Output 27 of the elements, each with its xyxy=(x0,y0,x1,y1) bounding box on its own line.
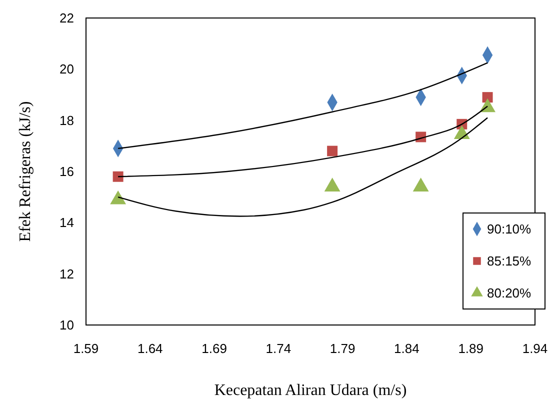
y-tick-label: 18 xyxy=(60,112,74,128)
x-tick-label: 1.64 xyxy=(137,341,163,356)
legend-label: 85:15% xyxy=(487,254,532,269)
x-tick-label: 1.94 xyxy=(522,341,548,356)
x-tick-label: 1.69 xyxy=(202,341,227,356)
y-tick-label: 12 xyxy=(60,266,74,282)
point xyxy=(454,125,470,140)
point xyxy=(482,92,493,103)
x-axis-title: Kecepatan Aliran Udara (m/s) xyxy=(214,382,407,399)
y-tick-label: 22 xyxy=(60,10,74,26)
legend-label: 90:10% xyxy=(487,222,532,237)
point xyxy=(324,178,340,192)
x-tick-label: 1.59 xyxy=(73,341,99,356)
x-tick-label: 1.79 xyxy=(330,341,356,356)
point xyxy=(110,190,126,204)
y-tick-label: 20 xyxy=(60,62,74,77)
y-tick-label: 16 xyxy=(60,164,74,180)
legend-label: 80:20% xyxy=(487,286,532,301)
y-tick-label: 14 xyxy=(60,215,74,230)
point xyxy=(327,146,338,156)
x-tick-label: 1.84 xyxy=(394,341,420,356)
x-tick-label: 1.74 xyxy=(266,341,292,356)
point xyxy=(112,171,124,182)
point xyxy=(412,178,429,192)
y-tick-label: 10 xyxy=(60,318,74,333)
x-tick-label: 1.89 xyxy=(458,341,484,356)
y-axis-title: Efek Refrigeras (kJ/s) xyxy=(17,101,34,242)
